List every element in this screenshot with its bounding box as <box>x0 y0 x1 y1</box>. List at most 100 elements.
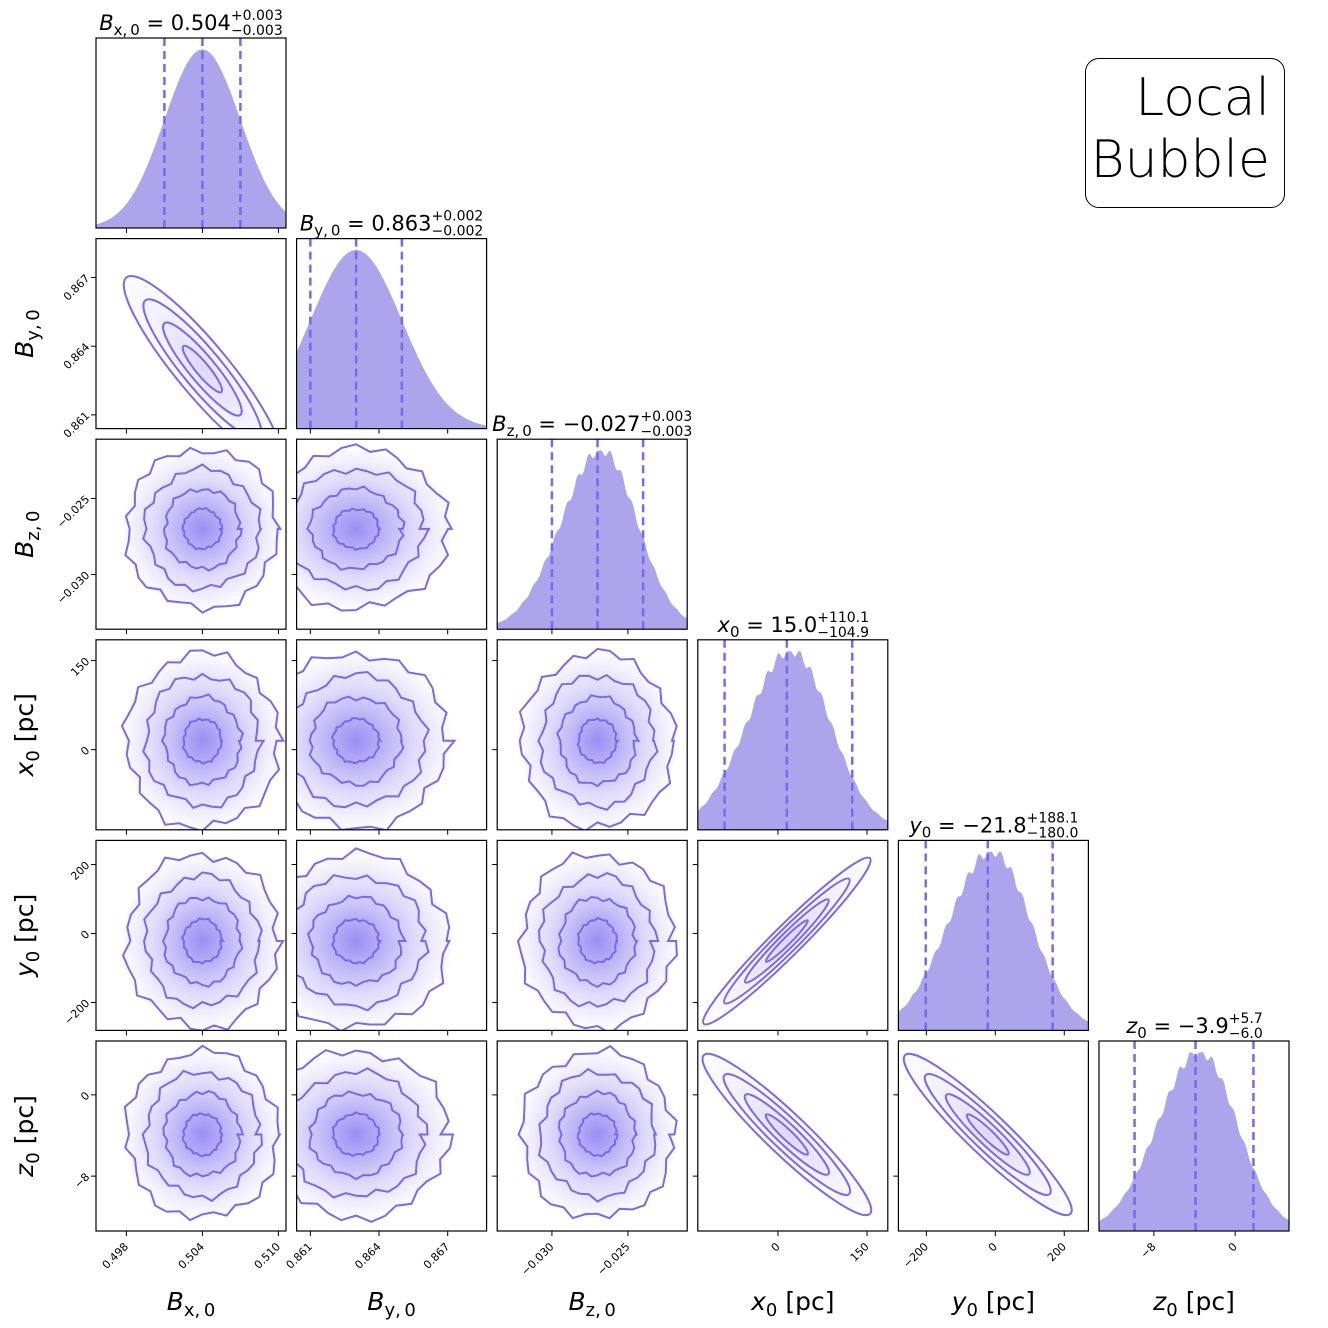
x-tick-label: −200 <box>900 1240 931 1271</box>
title-minus: −180.0 <box>1027 825 1079 841</box>
axis-subscript: 0 <box>967 1300 978 1321</box>
panel-frame <box>296 839 488 1032</box>
title-minus: −0.002 <box>432 224 484 240</box>
x-axis-label-x0: x0 [pc] <box>750 1287 834 1321</box>
contour-panel-x0-z0: 0 150 <box>692 1040 889 1264</box>
contour-level-2 <box>160 693 245 787</box>
contour-level-3 <box>296 874 430 1012</box>
title-value: = −21.8 <box>931 813 1026 837</box>
contour-level-2 <box>162 488 243 572</box>
contour-level-2 <box>308 695 405 787</box>
title-subscript: 0 <box>922 823 932 841</box>
axis-symbol: z <box>10 1163 39 1178</box>
contour-level-4 <box>518 647 678 830</box>
title-symbol: B <box>492 412 506 436</box>
title-value: = 15.0 <box>740 613 818 637</box>
panel-frame <box>697 639 889 831</box>
x-axis-label-y0: y0 [pc] <box>951 1287 1035 1321</box>
title-symbol: B <box>300 212 314 236</box>
histogram-fill <box>898 851 1089 1031</box>
contour-level-1 <box>181 344 224 394</box>
contour-level-4 <box>516 851 678 1031</box>
axis-unit: [pc] <box>1178 1287 1235 1316</box>
contour-level-2 <box>162 1090 245 1178</box>
contour-level-2 <box>743 898 830 984</box>
y-tick-label: 0.864 <box>61 341 92 372</box>
title-symbol: z <box>1125 1014 1138 1038</box>
panel-frame <box>95 438 287 630</box>
title-plus: +0.003 <box>640 409 692 425</box>
panel-title: z0 = −3.9+5.7 −6.0 <box>1125 1011 1263 1042</box>
contour-level-4 <box>701 1052 873 1217</box>
contour-level-2 <box>306 485 406 571</box>
axis-unit: [pc] <box>10 1095 39 1152</box>
panel-frame <box>897 839 1090 1032</box>
legend-line-2: Bubble <box>1090 130 1270 190</box>
contour-level-1 <box>965 1113 1010 1156</box>
title-plus: +188.1 <box>1027 810 1079 826</box>
x-tick-label: 0 <box>769 1240 783 1254</box>
x-tick-label: −0.025 <box>595 1240 633 1278</box>
y-tick-label: 0 <box>78 1089 92 1103</box>
density-shading <box>517 653 678 829</box>
contour-panel-y0-z0: −200 0 200 <box>893 1040 1090 1271</box>
contour-panel-bz-z0: −0.030 −0.025 <box>492 1040 688 1278</box>
x-tick-label: 150 <box>848 1240 872 1264</box>
contour-level-1 <box>181 717 224 765</box>
title-subscript: 0 <box>730 623 740 641</box>
contour-level-4 <box>517 1044 678 1220</box>
title-value: = 0.504 <box>140 11 231 35</box>
y-tick-label: 0.861 <box>61 409 92 440</box>
x-axis-label-by: By, 0 <box>367 1287 416 1321</box>
histogram-fill <box>697 651 888 830</box>
y-tick-label: 0 <box>78 928 92 942</box>
contour-level-3 <box>141 1069 263 1203</box>
density-shading <box>119 271 285 429</box>
contour-level-3 <box>537 673 659 811</box>
contour-level-2 <box>161 896 244 988</box>
panel-frame <box>95 1040 287 1232</box>
axis-symbol: B <box>569 1287 586 1316</box>
histogram-fill <box>296 250 487 429</box>
contour-level-3 <box>142 463 263 593</box>
y-tick-label: −0.030 <box>54 569 92 607</box>
x-tick-label: −0.030 <box>519 1240 557 1278</box>
contour-level-2 <box>306 894 408 987</box>
x-tick-label: 0.867 <box>421 1240 452 1271</box>
contour-level-1 <box>331 1111 382 1158</box>
density-shading <box>899 1049 1076 1220</box>
axis-subscript: y, 0 <box>23 309 44 340</box>
axis-unit: [pc] <box>777 1287 834 1316</box>
x-axis-label-bx: Bx, 0 <box>167 1287 216 1321</box>
contour-level-3 <box>722 1072 852 1196</box>
contour-level-3 <box>537 1067 658 1203</box>
y-tick-label: 0.867 <box>61 272 92 303</box>
x-tick-label: −8 <box>1138 1240 1159 1261</box>
contour-level-3 <box>142 871 263 1010</box>
y-tick-label: 0 <box>78 744 92 758</box>
panel-frame <box>697 839 889 1032</box>
axis-symbol: y <box>951 1287 968 1316</box>
density-shading <box>296 653 453 828</box>
contour-level-1 <box>576 717 620 765</box>
density-shading <box>296 854 453 1028</box>
panel-title: By, 0 = 0.863+0.002 −0.002 <box>300 209 484 240</box>
contour-level-3 <box>142 672 266 809</box>
contour-level-1 <box>576 1112 619 1158</box>
y-axis-label-z0: z0 [pc] <box>10 1095 44 1178</box>
x-tick-label: 200 <box>1045 1240 1069 1264</box>
panel-frame <box>95 639 287 831</box>
density-shading <box>698 853 875 1029</box>
panel-title: y0 = −21.8+188.1 −180.0 <box>908 810 1078 841</box>
panel-frame <box>95 238 287 430</box>
contour-level-4 <box>296 650 457 830</box>
contour-level-2 <box>944 1093 1031 1176</box>
panel-frame <box>296 639 488 831</box>
contour-level-1 <box>576 916 619 965</box>
contour-panel-bx-bz: −0.030 −0.025 <box>54 438 287 635</box>
axis-symbol: B <box>367 1287 384 1316</box>
axis-subscript: 0 <box>23 1152 44 1163</box>
contour-panel-x0-y0 <box>692 839 889 1036</box>
histogram-fill <box>1099 1052 1289 1231</box>
